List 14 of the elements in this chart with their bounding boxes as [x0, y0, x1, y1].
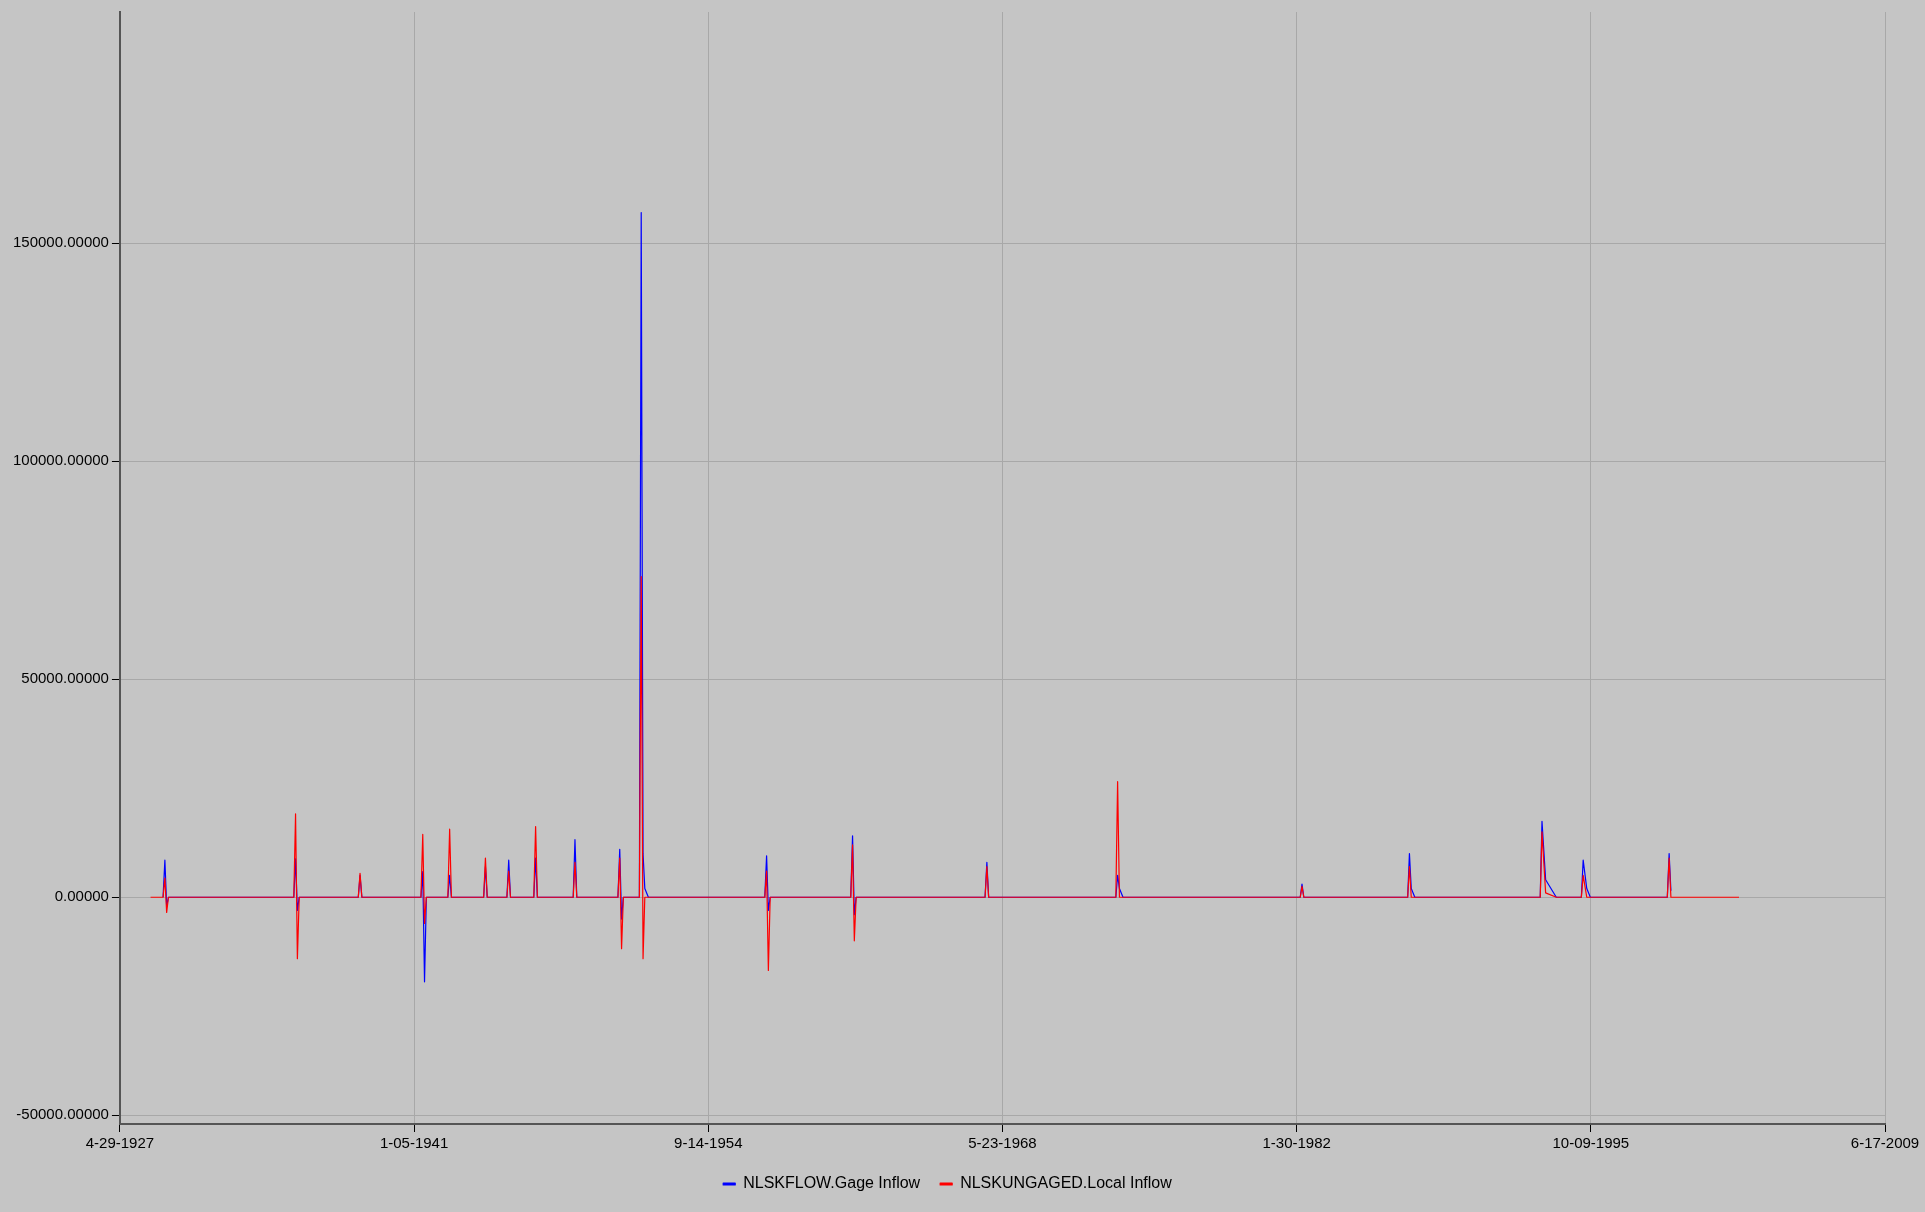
x-tick-label: 1-30-1982	[1262, 1134, 1331, 1152]
legend-label: NLSKUNGAGED.Local Inflow	[960, 1174, 1173, 1192]
legend-label: NLSKFLOW.Gage Inflow	[743, 1174, 921, 1192]
x-tick-label: 6-17-2009	[1850, 1134, 1920, 1152]
x-tick-label: 5-23-1968	[968, 1134, 1037, 1152]
x-tick-label: 10-09-1995	[1552, 1134, 1630, 1152]
y-tick-label: 100000.00000	[13, 451, 109, 469]
y-tick-label: 0.00000	[54, 887, 109, 905]
x-tick-label: 1-05-1941	[379, 1134, 449, 1152]
x-tick-label: 9-14-1954	[674, 1134, 743, 1152]
y-tick-label: 50000.00000	[21, 669, 109, 687]
y-tick-label: 150000.00000	[13, 233, 109, 251]
x-tick-label: 4-29-1927	[85, 1134, 155, 1152]
y-tick-label: -50000.00000	[16, 1105, 109, 1123]
